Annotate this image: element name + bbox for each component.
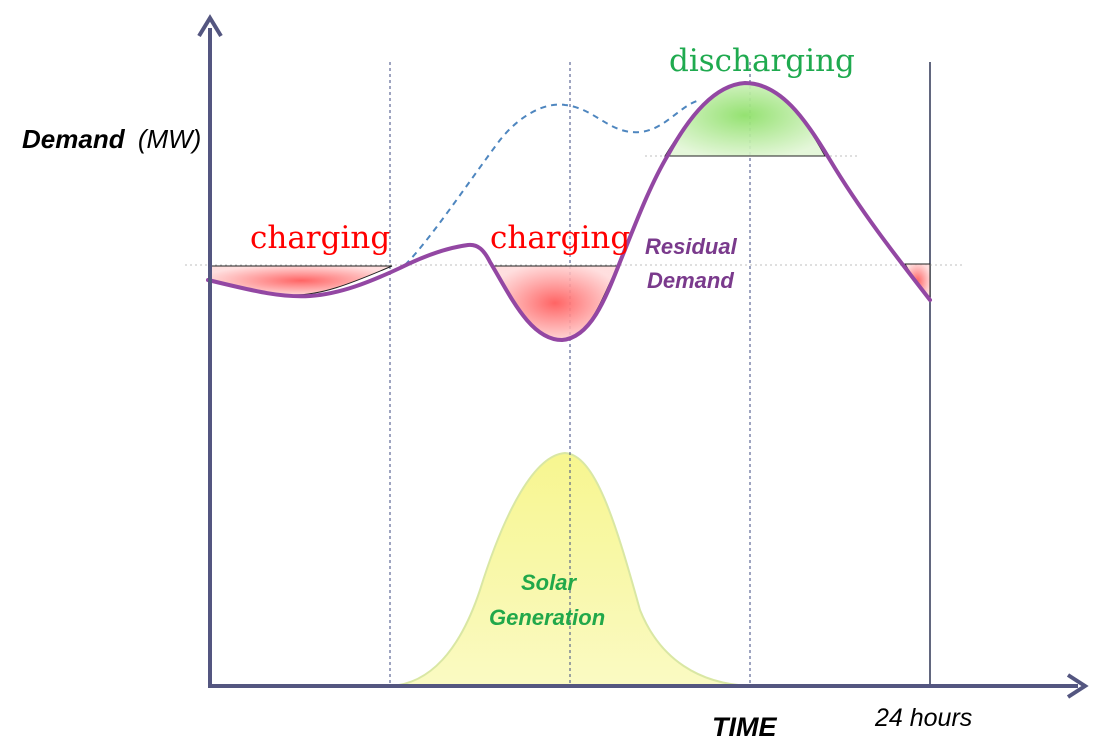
solar-generation-label-1: Solar [521, 570, 577, 595]
y-axis-label: Demand (MW) [22, 124, 201, 154]
discharging-label: discharging [669, 43, 855, 79]
charging-area-left [209, 265, 393, 296]
y-axis-label-bold: Demand [22, 124, 126, 154]
x-axis-end-label: 24 hours [874, 704, 972, 732]
residual-demand-label-1: Residual [645, 234, 738, 259]
charging-area-middle [491, 265, 619, 341]
x-axis-label: TIME [712, 712, 777, 742]
y-axis-label-unit: (MW) [138, 124, 202, 154]
original-demand-curve [404, 99, 701, 266]
x-axis-arrowhead [1066, 673, 1089, 699]
solar-generation-label-2: Generation [489, 605, 605, 630]
solar-generation-area [389, 451, 751, 687]
y-axis-arrowhead [197, 14, 223, 38]
residual-demand-label-2: Demand [647, 268, 734, 293]
residual-demand-curve [206, 80, 932, 343]
charging-label-left: charging [250, 220, 390, 256]
charging-label-middle: charging [490, 220, 630, 256]
